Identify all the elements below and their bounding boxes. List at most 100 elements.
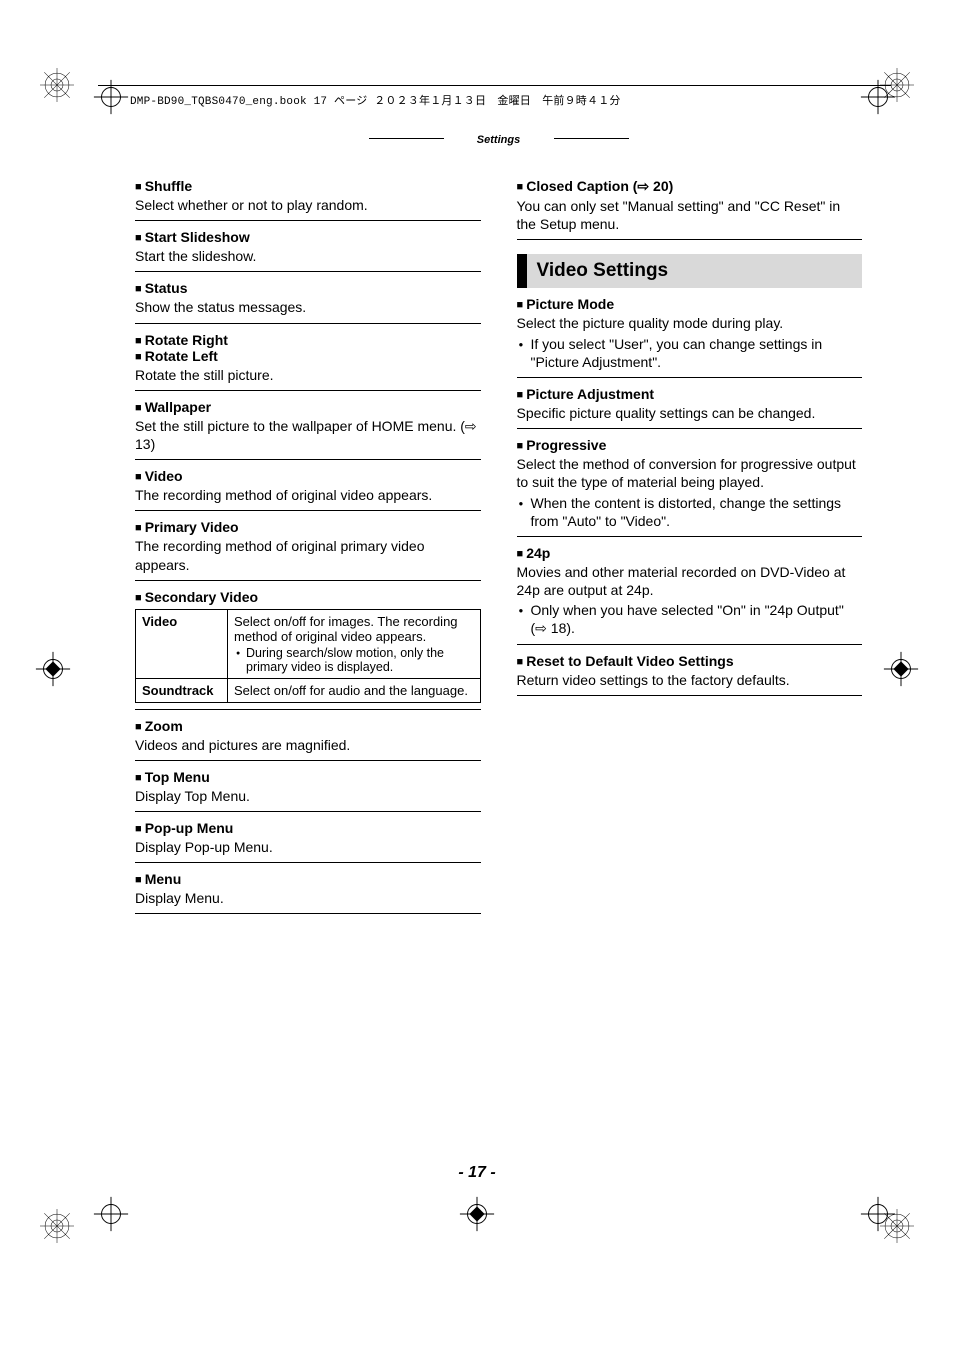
cell-bullet: During search/slow motion, only the prim… <box>246 646 474 674</box>
item-title: Progressive <box>517 437 863 453</box>
item-progressive: Progressive Select the method of convers… <box>517 437 863 530</box>
separator <box>135 323 481 324</box>
table-row: Video Select on/off for images. The reco… <box>136 609 481 678</box>
item-primary-video: Primary Video The recording method of or… <box>135 519 481 573</box>
separator <box>135 709 481 710</box>
item-title: Zoom <box>135 718 481 734</box>
separator <box>135 760 481 761</box>
item-body: Movies and other material recorded on DV… <box>517 563 863 599</box>
separator <box>517 239 863 240</box>
item-body: Select the method of conversion for prog… <box>517 455 863 491</box>
item-title: Secondary Video <box>135 589 481 605</box>
item-start-slideshow: Start Slideshow Start the slideshow. <box>135 229 481 265</box>
item-body: Return video settings to the factory def… <box>517 671 863 689</box>
section-header: Settings <box>369 130 629 148</box>
item-body: You can only set "Manual setting" and "C… <box>517 197 863 233</box>
separator <box>135 510 481 511</box>
item-bullet: Only when you have selected "On" in "24p… <box>531 601 863 637</box>
content-area: Settings Shuffle Select whether or not t… <box>135 130 862 922</box>
table-row-label: Video <box>136 609 228 678</box>
item-title: Reset to Default Video Settings <box>517 653 863 669</box>
item-body: Show the status messages. <box>135 298 481 316</box>
item-reset-defaults: Reset to Default Video Settings Return v… <box>517 653 863 689</box>
separator <box>135 580 481 581</box>
registration-mark-icon <box>859 78 897 116</box>
registration-mark-icon <box>458 1195 496 1233</box>
separator <box>135 811 481 812</box>
item-title: Shuffle <box>135 178 481 194</box>
item-body: Display Menu. <box>135 889 481 907</box>
item-body: Specific picture quality settings can be… <box>517 404 863 422</box>
item-body: Select the picture quality mode during p… <box>517 314 863 332</box>
item-title: 24p <box>517 545 863 561</box>
separator <box>517 377 863 378</box>
item-top-menu: Top Menu Display Top Menu. <box>135 769 481 805</box>
item-body: The recording method of original primary… <box>135 537 481 573</box>
item-wallpaper: Wallpaper Set the still picture to the w… <box>135 399 481 453</box>
item-title: Status <box>135 280 481 296</box>
separator <box>517 644 863 645</box>
item-body: Start the slideshow. <box>135 247 481 265</box>
section-header-text: Settings <box>471 134 526 146</box>
separator <box>135 220 481 221</box>
crop-mark-icon <box>40 68 74 102</box>
separator <box>135 459 481 460</box>
separator <box>517 536 863 537</box>
header-meta-text: DMP-BD90_TQBS0470_eng.book 17 ページ ２０２３年１… <box>130 92 621 108</box>
item-secondary-video: Secondary Video Video Select on/off for … <box>135 589 481 703</box>
item-menu: Menu Display Menu. <box>135 871 481 907</box>
item-body: The recording method of original video a… <box>135 486 481 504</box>
item-popup-menu: Pop-up Menu Display Pop-up Menu. <box>135 820 481 856</box>
left-column: Shuffle Select whether or not to play ra… <box>135 174 481 922</box>
registration-mark-icon <box>859 1195 897 1233</box>
item-title: Start Slideshow <box>135 229 481 245</box>
table-row: Soundtrack Select on/off for audio and t… <box>136 678 481 702</box>
page-number: - 17 - <box>0 1164 954 1182</box>
cell-text: Select on/off for images. The recording … <box>234 614 458 644</box>
item-shuffle: Shuffle Select whether or not to play ra… <box>135 178 481 214</box>
item-body: Set the still picture to the wallpaper o… <box>135 417 481 453</box>
item-title: Closed Caption (⇨ 20) <box>517 178 863 195</box>
table-row-body: Select on/off for audio and the language… <box>228 678 481 702</box>
item-title: Video <box>135 468 481 484</box>
video-settings-heading: Video Settings <box>517 254 863 288</box>
separator <box>517 428 863 429</box>
registration-mark-icon <box>92 1195 130 1233</box>
item-title: Picture Adjustment <box>517 386 863 402</box>
separator <box>135 390 481 391</box>
header-rule <box>98 85 891 86</box>
item-status: Status Show the status messages. <box>135 280 481 316</box>
registration-mark-icon <box>92 78 130 116</box>
item-picture-mode: Picture Mode Select the picture quality … <box>517 296 863 371</box>
item-title: Menu <box>135 871 481 887</box>
table-row-body: Select on/off for images. The recording … <box>228 609 481 678</box>
separator <box>135 913 481 914</box>
item-24p: 24p Movies and other material recorded o… <box>517 545 863 638</box>
item-closed-caption: Closed Caption (⇨ 20) You can only set "… <box>517 178 863 233</box>
registration-mark-icon <box>882 650 920 688</box>
secondary-video-table: Video Select on/off for images. The reco… <box>135 609 481 703</box>
item-body: Rotate the still picture. <box>135 366 481 384</box>
item-body: Select whether or not to play random. <box>135 196 481 214</box>
item-body: Videos and pictures are magnified. <box>135 736 481 754</box>
item-rotate: Rotate Right Rotate Left Rotate the stil… <box>135 332 481 384</box>
item-title: Top Menu <box>135 769 481 785</box>
separator <box>135 862 481 863</box>
item-body: Display Top Menu. <box>135 787 481 805</box>
item-body: Display Pop-up Menu. <box>135 838 481 856</box>
separator <box>135 271 481 272</box>
item-title: Picture Mode <box>517 296 863 312</box>
item-title: Rotate Left <box>135 348 481 364</box>
separator <box>517 695 863 696</box>
crop-mark-icon <box>40 1209 74 1243</box>
item-title: Primary Video <box>135 519 481 535</box>
table-row-label: Soundtrack <box>136 678 228 702</box>
item-video: Video The recording method of original v… <box>135 468 481 504</box>
page-root: DMP-BD90_TQBS0470_eng.book 17 ページ ２０２３年１… <box>0 0 954 1348</box>
item-title: Rotate Right <box>135 332 481 348</box>
item-bullet: When the content is distorted, change th… <box>531 494 863 530</box>
item-bullet: If you select "User", you can change set… <box>531 335 863 371</box>
registration-mark-icon <box>34 650 72 688</box>
item-picture-adjustment: Picture Adjustment Specific picture qual… <box>517 386 863 422</box>
item-zoom: Zoom Videos and pictures are magnified. <box>135 718 481 754</box>
